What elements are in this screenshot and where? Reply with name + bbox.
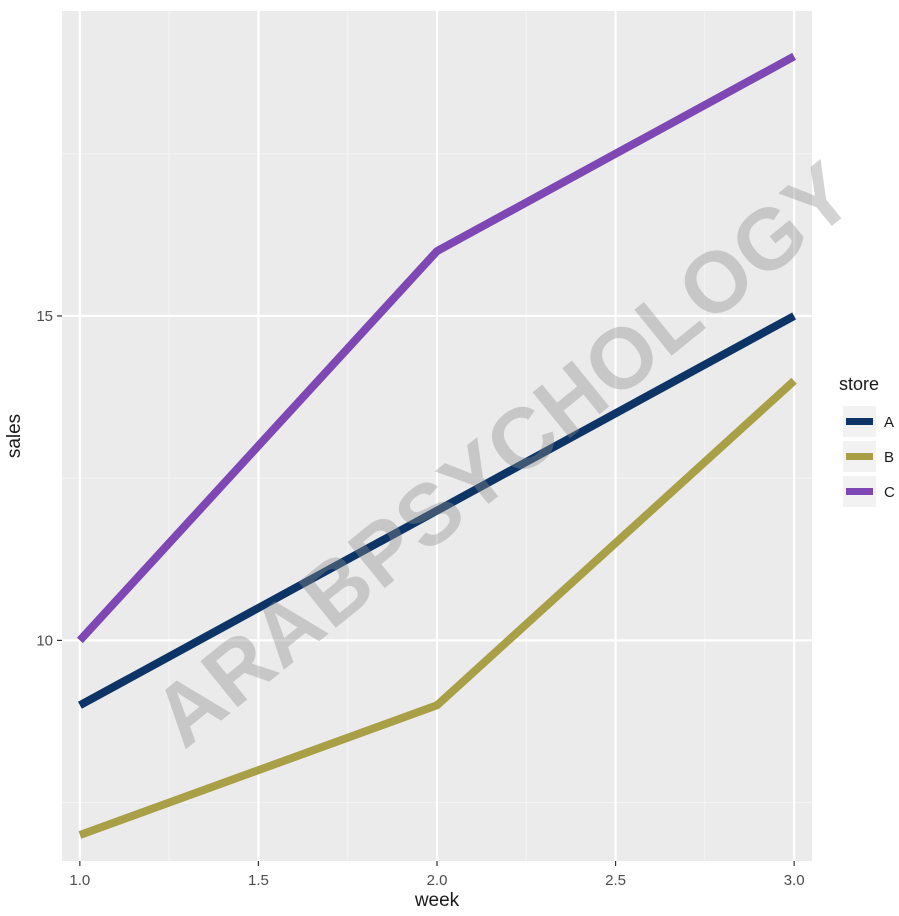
series-line-b bbox=[78, 377, 797, 839]
series-line-c bbox=[76, 52, 797, 644]
y-tick-label: 15 bbox=[36, 308, 53, 325]
x-axis-ticks: 1.0 1.5 2.0 2.5 3.0 bbox=[69, 861, 805, 889]
series-line-a bbox=[77, 312, 797, 709]
x-axis-label: week bbox=[414, 890, 460, 911]
series-lines bbox=[76, 52, 797, 839]
y-tick-label: 10 bbox=[36, 632, 53, 649]
x-tick-label: 3.0 bbox=[784, 872, 805, 889]
legend-label-b: B bbox=[884, 449, 894, 466]
x-tick-label: 2.0 bbox=[427, 872, 448, 889]
y-axis-label: sales bbox=[4, 414, 25, 458]
x-tick-label: 1.0 bbox=[69, 872, 90, 889]
y-axis-ticks: 10 15 bbox=[36, 308, 62, 649]
legend-title: store bbox=[839, 374, 879, 394]
legend-label-a: A bbox=[884, 414, 894, 431]
legend: store A B C bbox=[839, 374, 895, 507]
x-tick-label: 2.5 bbox=[605, 872, 626, 889]
x-tick-label: 1.5 bbox=[248, 872, 269, 889]
legend-label-c: C bbox=[884, 484, 895, 501]
